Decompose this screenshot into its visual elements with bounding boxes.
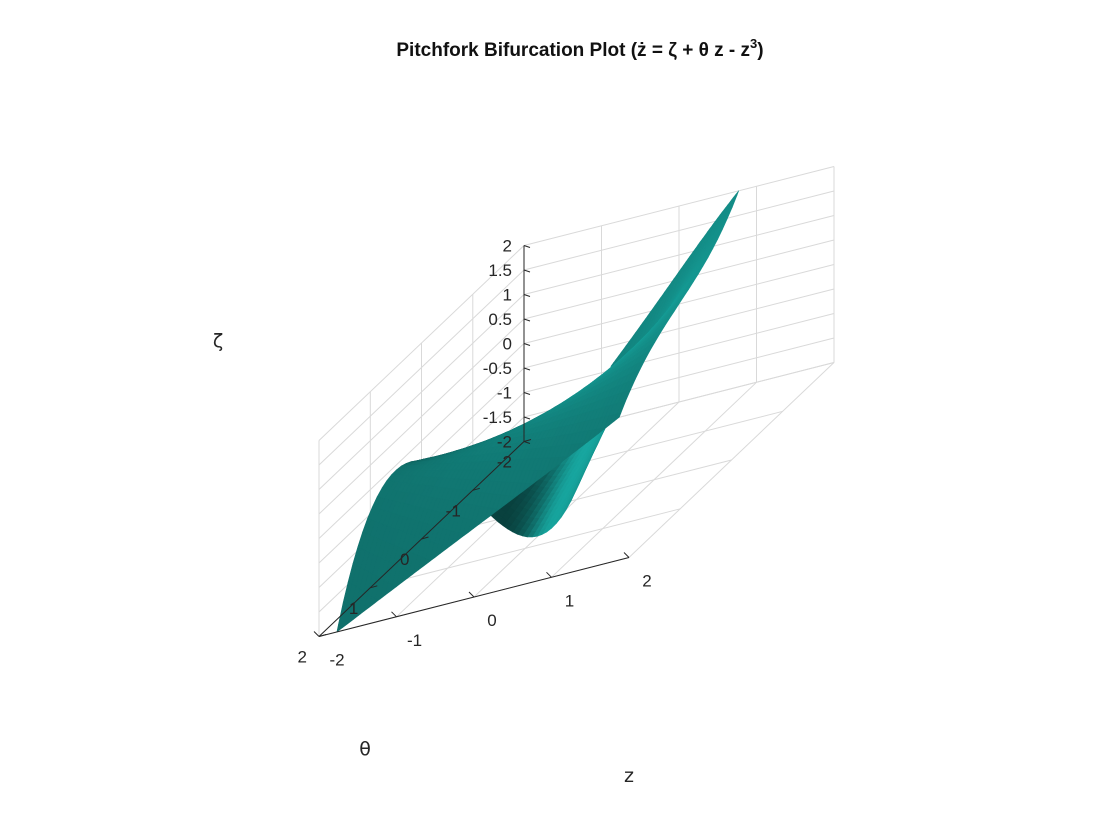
y-tick-label: 2 — [298, 648, 307, 667]
surface-patch — [461, 534, 465, 538]
x-tick-label: 0 — [487, 611, 496, 630]
x-axis-label: z — [624, 765, 634, 787]
x-tick-label: -2 — [329, 651, 344, 670]
y-tick — [318, 634, 327, 637]
surface-patch — [528, 483, 534, 488]
surface-patch — [428, 560, 431, 563]
x-tick — [468, 591, 475, 598]
y-tick-label: -1 — [446, 501, 461, 520]
y-tick — [472, 487, 480, 491]
z-tick — [523, 245, 531, 248]
x-tick — [391, 611, 397, 618]
z-tick — [523, 367, 531, 371]
grid-line — [370, 508, 681, 589]
surface-patch — [582, 442, 587, 447]
surface-patch — [544, 470, 551, 475]
y-tick — [370, 585, 378, 589]
surface-patch — [613, 412, 622, 422]
x-tick — [623, 552, 630, 558]
x-tick-label: 2 — [642, 572, 651, 591]
surface-patch — [511, 496, 516, 500]
z-tick-label: 2 — [503, 237, 512, 256]
surface — [336, 190, 740, 633]
chart-title-suffix: ) — [757, 40, 763, 61]
surface-patch — [495, 508, 499, 513]
z-tick-label: -0.5 — [483, 359, 512, 378]
z-tick-label: -1 — [497, 384, 512, 403]
z-tick — [523, 294, 531, 297]
y-tick — [421, 536, 429, 540]
axes: -2 -1.5 -1 -0.5 0 0.5 1 1.5 2 -2 -1 0 1 2 -2 -1 0 1 2 — [298, 237, 652, 670]
x-tick-label: -1 — [407, 631, 422, 650]
surface-patch — [390, 584, 397, 592]
y-axis-label: θ — [359, 738, 371, 760]
x-tick — [546, 571, 552, 578]
z-tick-label: 0 — [503, 335, 512, 354]
surface-patch — [603, 427, 607, 430]
y-tick-label: 1 — [349, 599, 358, 618]
y-tick-label: -2 — [497, 453, 512, 472]
z-tick — [523, 269, 531, 273]
chart-title: Pitchfork Bifurcation Plot (ż = ζ + θ z … — [396, 36, 763, 61]
surface-patch — [358, 612, 361, 616]
z-tick-label: 1 — [503, 286, 512, 305]
z-tick — [523, 343, 531, 346]
surface-patch — [412, 573, 414, 575]
z-tick — [523, 416, 531, 420]
z-tick-label: 1.5 — [488, 261, 512, 280]
y-tick — [523, 439, 532, 442]
surface-patch — [445, 547, 448, 550]
x-tick — [313, 631, 320, 637]
z-tick-label: -2 — [497, 433, 512, 452]
z-tick — [523, 318, 531, 322]
x-tick-label: 1 — [565, 591, 574, 610]
z-axis-label: ζ — [213, 330, 223, 352]
surface-patch — [374, 598, 379, 604]
z-tick-label: 0.5 — [488, 310, 512, 329]
z-tick — [523, 441, 531, 444]
z-tick — [523, 392, 531, 395]
chart-title-superscript: 3 — [750, 36, 757, 51]
y-tick-label: 0 — [400, 550, 409, 569]
surface-patch — [478, 521, 482, 525]
z-tick-label: -1.5 — [483, 408, 512, 427]
surface-patch — [566, 456, 569, 459]
